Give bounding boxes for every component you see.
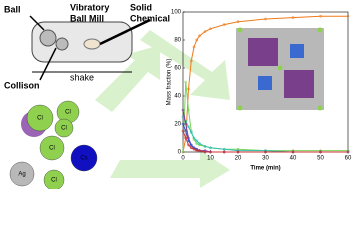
label-ball: Ball xyxy=(4,4,21,14)
series-line xyxy=(182,15,348,153)
data-point xyxy=(184,122,188,126)
data-point xyxy=(319,150,322,154)
crystal-inset xyxy=(236,27,324,111)
data-point xyxy=(264,17,267,21)
data-point xyxy=(346,150,350,154)
atom xyxy=(43,169,65,189)
data-point xyxy=(181,129,185,133)
data-point xyxy=(195,142,199,145)
atom-label: Cl xyxy=(37,116,43,122)
data-point xyxy=(187,143,190,147)
data-point xyxy=(189,143,193,147)
data-point xyxy=(184,129,188,133)
data-point xyxy=(198,142,201,145)
atom-label: Ag xyxy=(18,172,25,178)
data-point xyxy=(222,23,226,26)
x-axis-label: Time (min) xyxy=(250,166,280,172)
x-tick-label: 20 xyxy=(235,156,242,162)
atom-label: Cl xyxy=(65,110,71,116)
data-point xyxy=(192,136,196,140)
series-line xyxy=(182,123,348,153)
atom-label: Cl xyxy=(61,126,67,132)
atom xyxy=(26,104,54,132)
data-point xyxy=(195,139,199,143)
y-tick-label: 0 xyxy=(178,150,182,156)
data-point xyxy=(189,131,193,134)
data-point xyxy=(184,80,188,84)
data-point xyxy=(346,14,350,18)
atom xyxy=(39,135,65,161)
ball-mill xyxy=(29,15,151,81)
data-point xyxy=(192,147,196,151)
data-point xyxy=(187,125,190,129)
series-line xyxy=(182,109,348,153)
graphic: Ball Vibratory Ball Mill Solid Chemical … xyxy=(4,2,352,189)
data-point xyxy=(192,45,196,49)
data-point xyxy=(195,38,199,42)
x-tick-label: 60 xyxy=(345,156,352,162)
y-tick-label: 20 xyxy=(174,122,181,128)
series-line xyxy=(182,116,348,153)
data-point xyxy=(222,147,226,151)
label-collision: Collison xyxy=(4,80,40,90)
data-point xyxy=(181,150,185,154)
label-mill: Vibratory xyxy=(70,2,109,12)
x-tick-label: 10 xyxy=(207,156,214,162)
label-shake: shake xyxy=(70,72,94,82)
data-point xyxy=(181,108,185,112)
label-solid: Chemical xyxy=(130,13,170,23)
data-point xyxy=(291,16,295,19)
data-point xyxy=(187,108,190,112)
label-mill: Ball Mill xyxy=(70,13,104,23)
data-point xyxy=(236,150,240,154)
x-tick-label: 40 xyxy=(290,156,297,162)
data-point xyxy=(198,149,201,152)
data-point xyxy=(187,139,190,143)
atom-label: Cl xyxy=(49,146,55,152)
atom-label: Cs xyxy=(80,156,87,162)
data-point xyxy=(203,150,207,154)
data-point xyxy=(198,34,201,38)
data-point xyxy=(189,59,193,63)
data-point xyxy=(195,149,199,152)
label-solid: Solid xyxy=(130,2,152,12)
x-tick-label: 0 xyxy=(181,156,185,162)
atom xyxy=(9,161,35,187)
data-point xyxy=(236,20,240,24)
y-tick-label: 100 xyxy=(171,10,182,16)
data-point xyxy=(209,146,212,150)
y-tick-label: 60 xyxy=(174,66,181,72)
atom xyxy=(70,144,98,172)
data-point xyxy=(222,150,226,154)
data-point xyxy=(264,150,267,154)
y-axis-label: Mass fraction (%) xyxy=(167,59,173,106)
y-tick-label: 40 xyxy=(174,94,181,100)
data-point xyxy=(187,87,190,91)
data-point xyxy=(181,122,185,126)
atom xyxy=(54,118,74,138)
data-point xyxy=(189,146,193,150)
data-point xyxy=(203,145,207,148)
y-tick-label: 80 xyxy=(174,38,181,44)
data-point xyxy=(209,150,212,154)
data-point xyxy=(184,136,188,140)
molecule: Cl Cl Cl Cl Cs Ag Cl xyxy=(9,100,98,189)
data-point xyxy=(291,150,295,154)
series-line xyxy=(182,130,348,153)
data-point xyxy=(319,14,322,18)
x-tick-label: 30 xyxy=(262,156,269,162)
data-point xyxy=(203,30,207,33)
data-point xyxy=(209,27,212,31)
x-tick-label: 50 xyxy=(317,156,324,162)
atom-label: Cl xyxy=(51,178,57,184)
recycle-arrows xyxy=(95,30,230,188)
